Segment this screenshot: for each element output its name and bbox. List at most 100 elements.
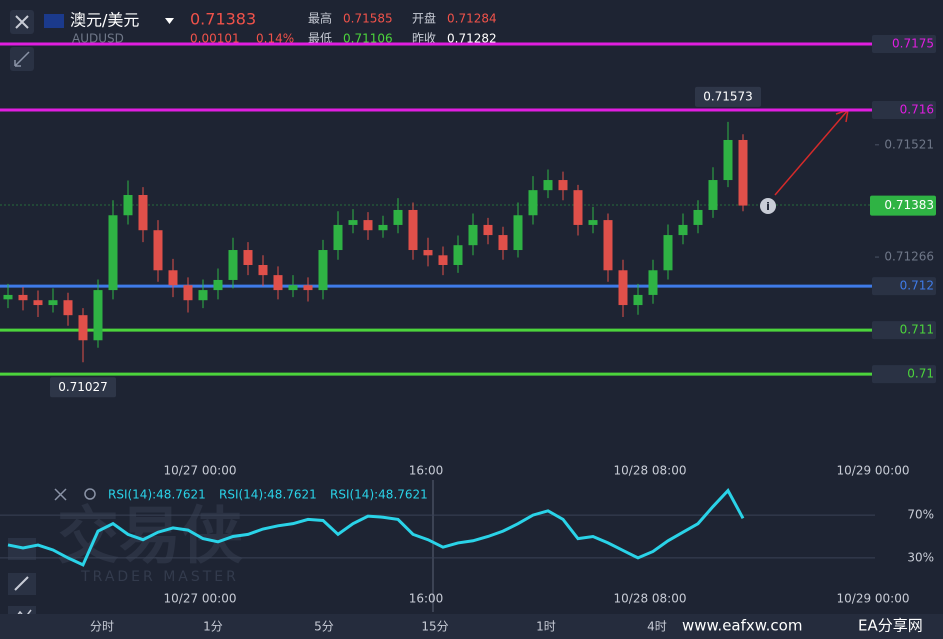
candle-body bbox=[138, 195, 148, 231]
candle-body bbox=[258, 264, 268, 276]
stat-value: 0.71284 bbox=[447, 12, 497, 26]
candle-body bbox=[678, 224, 688, 236]
x-tick-label: 10/29 00:00 bbox=[837, 464, 910, 478]
candle-body bbox=[123, 195, 133, 216]
candle-body bbox=[423, 250, 433, 256]
extreme-label: 0.71573 bbox=[703, 89, 753, 103]
x-tick-label: 16:00 bbox=[409, 592, 444, 606]
stat-label: 昨收 bbox=[412, 32, 436, 46]
candle-body bbox=[498, 235, 508, 251]
candle-body bbox=[273, 275, 283, 291]
rsi-line bbox=[7, 487, 745, 567]
candle-body bbox=[738, 139, 748, 206]
price-label: 0.712 bbox=[900, 279, 934, 293]
timeframe-tab[interactable]: 15分 bbox=[421, 620, 448, 634]
candle-body bbox=[63, 300, 73, 316]
candle-body bbox=[708, 180, 718, 210]
price-label-box bbox=[872, 277, 936, 296]
price-label: 0.716 bbox=[900, 103, 934, 117]
y-tick-label: 0.71266 bbox=[884, 250, 934, 264]
candle-body bbox=[378, 224, 388, 231]
collapse-icon bbox=[14, 51, 30, 67]
timeframe-tab[interactable]: 1分 bbox=[203, 620, 223, 634]
candle-body bbox=[333, 224, 343, 251]
y-tick-label: 0.71521 bbox=[884, 137, 934, 151]
extreme-box bbox=[695, 86, 761, 107]
candle-body bbox=[438, 255, 448, 265]
x-tick-label: 10/29 00:00 bbox=[837, 592, 910, 606]
rsi-close-icon[interactable] bbox=[54, 488, 67, 501]
candle-body bbox=[228, 250, 238, 280]
candle-body bbox=[318, 250, 328, 291]
tab-bar bbox=[0, 614, 943, 639]
candle-body bbox=[348, 220, 358, 225]
symbol-code: AUDUSD bbox=[72, 32, 124, 46]
candle-body bbox=[303, 285, 313, 291]
watermark-subtitle: TRADER MASTER bbox=[80, 569, 239, 585]
rsi-tick-label: 30% bbox=[907, 550, 934, 564]
last-price-label: 0.71383 bbox=[884, 198, 934, 212]
last-price-box bbox=[870, 195, 936, 216]
flag-icon bbox=[44, 14, 64, 28]
candle-body bbox=[513, 215, 523, 251]
candle-body bbox=[483, 224, 493, 236]
candle-body bbox=[573, 190, 583, 225]
candle-body bbox=[243, 250, 253, 265]
candle-body bbox=[603, 220, 613, 271]
candle-body bbox=[588, 220, 598, 225]
timeframe-tab[interactable]: 4时 bbox=[647, 620, 667, 634]
candle-body bbox=[183, 285, 193, 301]
info-glyph: i bbox=[766, 200, 770, 213]
close-icon bbox=[15, 15, 29, 29]
rsi-tick-label: 70% bbox=[907, 508, 934, 522]
candle-body bbox=[453, 245, 463, 265]
stat-label: 最高 bbox=[308, 11, 332, 26]
footer-site: www.eafxw.com bbox=[682, 617, 802, 635]
candle-body bbox=[3, 294, 13, 300]
candle-body bbox=[213, 279, 223, 291]
candle-body bbox=[468, 224, 478, 246]
rsi-settings-icon[interactable] bbox=[84, 488, 96, 500]
price-change: 0.00101 bbox=[190, 32, 240, 46]
dropdown-icon[interactable] bbox=[165, 18, 174, 24]
candle-body bbox=[78, 315, 88, 341]
timeframe-tab[interactable]: 1时 bbox=[536, 620, 556, 634]
candle-body bbox=[558, 180, 568, 191]
candle-body bbox=[168, 270, 178, 286]
candle-body bbox=[723, 139, 733, 181]
rsi-label: RSI(14):48.7621 bbox=[108, 488, 206, 502]
symbol[interactable]: 澳元/美元 bbox=[70, 11, 139, 30]
candle-body bbox=[618, 270, 628, 306]
rsi-label: RSI(14):48.7621 bbox=[219, 488, 317, 502]
x-tick-label: 10/27 00:00 bbox=[164, 464, 237, 478]
price-label-box bbox=[872, 321, 936, 340]
candle-body bbox=[93, 290, 103, 341]
stat-value: 0.71106 bbox=[343, 32, 393, 46]
footer-brand: EA分享网 bbox=[858, 617, 923, 635]
candle-body bbox=[363, 220, 373, 231]
price-label: 0.7175 bbox=[892, 37, 934, 51]
pen-icon bbox=[14, 576, 29, 591]
price-change-pct: 0.14% bbox=[256, 32, 294, 46]
candle-body bbox=[528, 190, 538, 216]
candle-body bbox=[108, 215, 118, 291]
price-label-box bbox=[872, 35, 936, 54]
candle-body bbox=[33, 300, 43, 306]
candle-body bbox=[693, 209, 703, 225]
price-label-box bbox=[872, 101, 936, 120]
price-label: 0.711 bbox=[900, 323, 934, 337]
timeframe-tab[interactable]: 分时 bbox=[90, 620, 114, 634]
x-tick-label: 10/28 08:00 bbox=[614, 464, 687, 478]
candle-body bbox=[543, 180, 553, 191]
last-price: 0.71383 bbox=[190, 10, 256, 29]
candle-body bbox=[48, 300, 58, 306]
extreme-box bbox=[50, 377, 116, 398]
candle-body bbox=[18, 294, 28, 301]
info-icon[interactable] bbox=[760, 198, 776, 214]
timeframe-tab[interactable]: 5分 bbox=[314, 620, 334, 634]
price-label-box bbox=[872, 365, 936, 384]
candle-body bbox=[288, 285, 298, 291]
stat-label: 最低 bbox=[308, 32, 332, 46]
candle-body bbox=[648, 270, 658, 295]
